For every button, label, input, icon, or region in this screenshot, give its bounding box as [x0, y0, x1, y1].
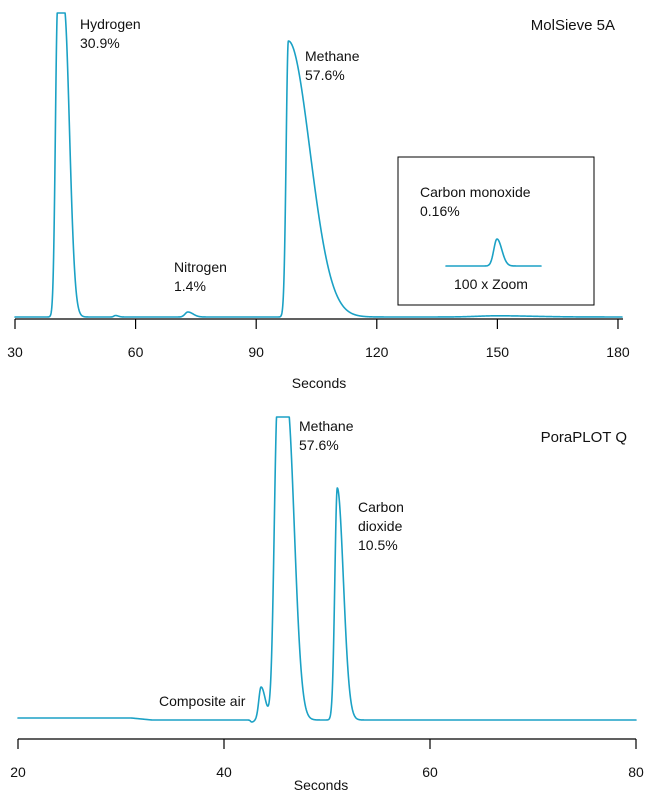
- peak-name: dioxide: [358, 518, 403, 534]
- peak-label-carbon-monoxide: Carbon monoxide 0.16%: [420, 184, 534, 219]
- peak-label-methane: Methane 57.6%: [305, 48, 363, 83]
- peak-name: Carbon: [358, 499, 404, 515]
- x-axis-title: Seconds: [294, 777, 348, 793]
- chart-title: MolSieve 5A: [531, 17, 615, 34]
- x-tick-label: 180: [606, 344, 630, 360]
- x-axis-title: Seconds: [292, 375, 346, 391]
- x-axis-ticks: 20 40 60 80: [10, 739, 644, 780]
- peak-name: Methane: [305, 48, 360, 64]
- x-tick-label: 20: [10, 764, 26, 780]
- peak-percent: 57.6%: [299, 437, 339, 453]
- peak-label-hydrogen: Hydrogen 30.9%: [80, 16, 145, 51]
- peak-label-methane: Methane 57.6%: [299, 418, 357, 453]
- peak-name: Methane: [299, 418, 354, 434]
- peak-label-nitrogen: Nitrogen 1.4%: [174, 259, 231, 294]
- x-tick-label: 120: [365, 344, 389, 360]
- x-tick-label: 60: [422, 764, 438, 780]
- peak-percent: 1.4%: [174, 278, 206, 294]
- x-tick-label: 90: [248, 344, 264, 360]
- peak-percent: 10.5%: [358, 537, 398, 553]
- x-tick-label: 40: [216, 764, 232, 780]
- x-tick-label: 30: [7, 344, 23, 360]
- zoom-inset-box: [397, 156, 595, 306]
- x-tick-label: 150: [486, 344, 510, 360]
- x-tick-label: 60: [128, 344, 144, 360]
- peak-name: Hydrogen: [80, 16, 141, 32]
- peak-label-carbon-dioxide: Carbon dioxide 10.5%: [358, 499, 408, 553]
- zoom-inset-trace: [445, 238, 542, 267]
- chart-molsieve: MolSieve 5A 30 60 90 120 150 180 Seconds Hydr…: [7, 12, 630, 391]
- chromatogram-trace: [17, 416, 637, 723]
- zoom-label: 100 x Zoom: [454, 276, 528, 292]
- peak-percent: 57.6%: [305, 67, 345, 83]
- x-axis-ticks: 30 60 90 120 150 180: [7, 319, 630, 360]
- chromatogram-trace: [14, 12, 623, 318]
- peak-percent: 0.16%: [420, 203, 460, 219]
- peak-name: Carbon monoxide: [420, 184, 531, 200]
- peak-label-composite-air: Composite air: [159, 693, 246, 709]
- peak-name: Nitrogen: [174, 259, 227, 275]
- peak-percent: 30.9%: [80, 35, 120, 51]
- x-tick-label: 80: [628, 764, 644, 780]
- zoom-inset: Carbon monoxide 0.16% 100 x Zoom: [397, 156, 595, 306]
- peak-name: Composite air: [159, 693, 246, 709]
- chart-poraplot: PoraPLOT Q 20 40 60 80 Seconds Composite ai…: [10, 416, 644, 793]
- chart-title: PoraPLOT Q: [541, 429, 627, 446]
